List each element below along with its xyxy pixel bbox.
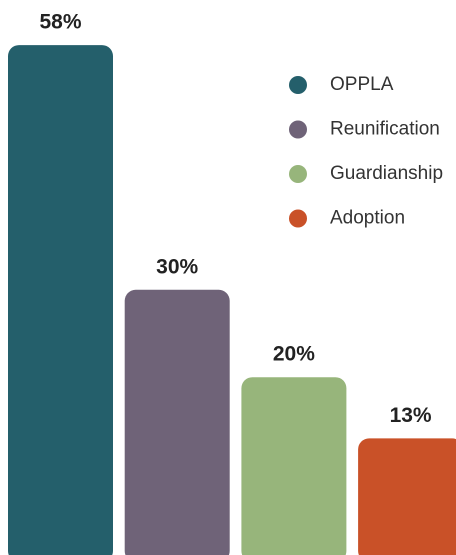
- legend-swatch: [289, 165, 307, 183]
- legend-label: OPPLA: [330, 74, 394, 95]
- legend-swatch: [289, 76, 307, 94]
- value-label: 58%: [39, 11, 81, 34]
- bar: [241, 377, 347, 555]
- bar: [358, 438, 456, 555]
- bar: [124, 289, 230, 555]
- legend-swatch: [289, 120, 307, 139]
- value-label: 30%: [156, 255, 198, 278]
- legend-label: Adoption: [330, 208, 405, 229]
- legend-label: Guardianship: [330, 163, 443, 184]
- legend-swatch: [289, 209, 307, 228]
- legend-label: Reunification: [330, 119, 440, 140]
- value-label: 20%: [273, 343, 315, 366]
- bar: [8, 45, 113, 555]
- value-label: 13%: [390, 404, 432, 427]
